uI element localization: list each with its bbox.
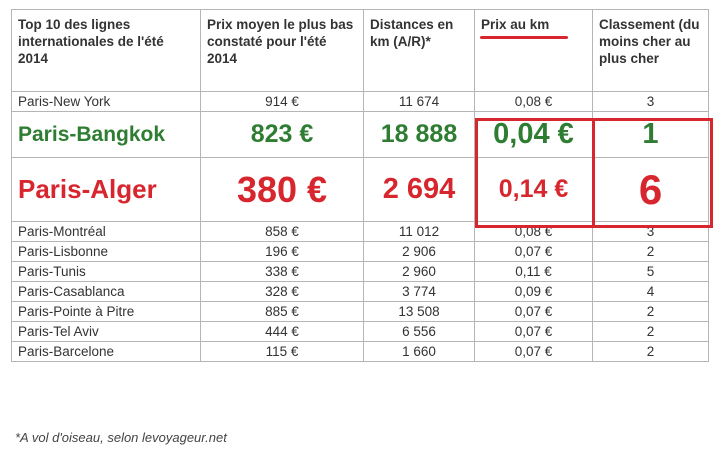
price-per-km-cell: 0,04 € — [474, 111, 593, 158]
route-cell: Paris-Lisbonne — [11, 241, 201, 262]
distance-cell: 2 906 — [363, 241, 475, 262]
ranking-cell: 6 — [592, 157, 709, 222]
distance-cell: 1 660 — [363, 341, 475, 362]
price-cell: 380 € — [200, 157, 364, 222]
price-cell: 444 € — [200, 321, 364, 342]
price-cell: 338 € — [200, 261, 364, 282]
header-ranking: Classement (du moins cher au plus cher — [592, 9, 709, 92]
red-underline — [480, 36, 568, 39]
table-row: Paris-Casablanca 328 € 3 774 0,09 € 4 — [11, 281, 709, 302]
price-per-km-cell: 0,07 € — [474, 301, 593, 322]
route-cell: Paris-Montréal — [11, 221, 201, 242]
header-distance: Distances en km (A/R)* — [363, 9, 475, 92]
route-cell: Paris-Tel Aviv — [11, 321, 201, 342]
distance-cell: 11 012 — [363, 221, 475, 242]
red-highlight-divider — [592, 118, 595, 228]
price-per-km-cell: 0,08 € — [474, 221, 593, 242]
ranking-cell: 2 — [592, 301, 709, 322]
distance-cell: 18 888 — [363, 111, 475, 158]
header-avg-price: Prix moyen le plus bas constaté pour l'é… — [200, 9, 364, 92]
price-per-km-cell: 0,14 € — [474, 157, 593, 222]
table-row: Paris-Barcelone 115 € 1 660 0,07 € 2 — [11, 341, 709, 362]
price-cell: 914 € — [200, 91, 364, 112]
ranking-cell: 1 — [592, 111, 709, 158]
price-cell: 885 € — [200, 301, 364, 322]
price-cell: 196 € — [200, 241, 364, 262]
price-per-km-cell: 0,07 € — [474, 241, 593, 262]
ranking-cell: 3 — [592, 91, 709, 112]
distance-cell: 2 960 — [363, 261, 475, 282]
table-row-highlight-cheapest: Paris-Bangkok 823 € 18 888 0,04 € 1 — [11, 111, 709, 158]
route-cell: Paris-Pointe à Pitre — [11, 301, 201, 322]
distance-cell: 2 694 — [363, 157, 475, 222]
ranking-cell: 2 — [592, 321, 709, 342]
route-cell: Paris-Barcelone — [11, 341, 201, 362]
distance-cell: 6 556 — [363, 321, 475, 342]
price-per-km-cell: 0,09 € — [474, 281, 593, 302]
table-row: Paris-Montréal 858 € 11 012 0,08 € 3 — [11, 221, 709, 242]
price-cell: 328 € — [200, 281, 364, 302]
ranking-cell: 4 — [592, 281, 709, 302]
ranking-cell: 2 — [592, 341, 709, 362]
header-row: Top 10 des lignes internationales de l'é… — [11, 9, 709, 92]
route-cell: Paris-Casablanca — [11, 281, 201, 302]
price-per-km-cell: 0,07 € — [474, 341, 593, 362]
route-cell: Paris-New York — [11, 91, 201, 112]
ranking-cell: 5 — [592, 261, 709, 282]
route-cell: Paris-Bangkok — [11, 111, 201, 158]
price-per-km-cell: 0,07 € — [474, 321, 593, 342]
ranking-cell: 3 — [592, 221, 709, 242]
ranking-cell: 2 — [592, 241, 709, 262]
price-per-km-cell: 0,08 € — [474, 91, 593, 112]
distance-cell: 3 774 — [363, 281, 475, 302]
route-cell: Paris-Tunis — [11, 261, 201, 282]
distance-cell: 11 674 — [363, 91, 475, 112]
header-route: Top 10 des lignes internationales de l'é… — [11, 9, 201, 92]
price-cell: 858 € — [200, 221, 364, 242]
price-table: Top 10 des lignes internationales de l'é… — [11, 9, 709, 362]
header-price-per-km-label: Prix au km — [481, 17, 550, 32]
table-row: Paris-Tel Aviv 444 € 6 556 0,07 € 2 — [11, 321, 709, 342]
table-row: Paris-Lisbonne 196 € 2 906 0,07 € 2 — [11, 241, 709, 262]
price-cell: 115 € — [200, 341, 364, 362]
distance-cell: 13 508 — [363, 301, 475, 322]
header-price-per-km: Prix au km — [474, 9, 593, 92]
footnote: *A vol d'oiseau, selon levoyageur.net — [15, 430, 227, 445]
price-per-km-cell: 0,11 € — [474, 261, 593, 282]
table-row: Paris-New York 914 € 11 674 0,08 € 3 — [11, 91, 709, 112]
price-cell: 823 € — [200, 111, 364, 158]
table-row: Paris-Tunis 338 € 2 960 0,11 € 5 — [11, 261, 709, 282]
table-row: Paris-Pointe à Pitre 885 € 13 508 0,07 €… — [11, 301, 709, 322]
table-row-highlight-expensive: Paris-Alger 380 € 2 694 0,14 € 6 — [11, 157, 709, 222]
route-cell: Paris-Alger — [11, 157, 201, 222]
